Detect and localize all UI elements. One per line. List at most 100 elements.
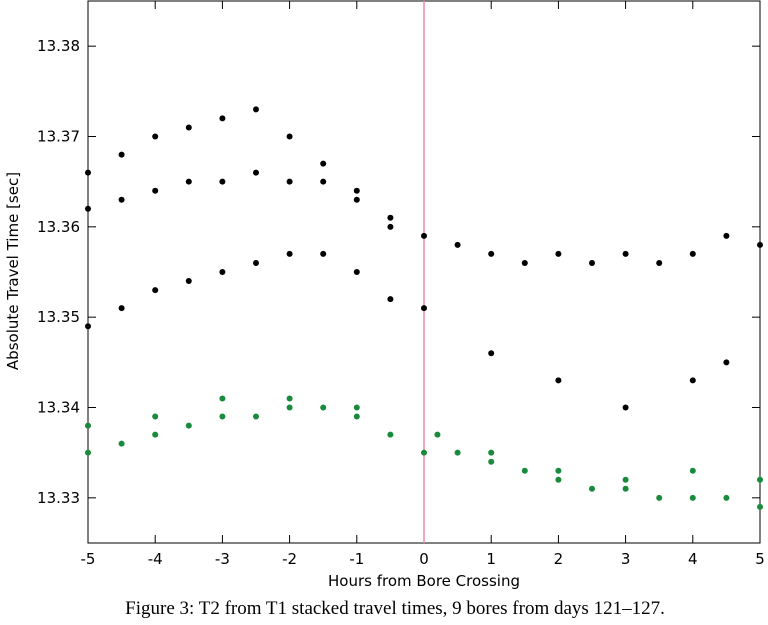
point	[521, 467, 528, 474]
point	[85, 422, 91, 429]
point	[421, 232, 427, 239]
x-tick-label: 5	[755, 550, 765, 568]
point	[622, 485, 629, 492]
point	[555, 377, 562, 384]
point	[152, 287, 159, 294]
point	[152, 187, 159, 194]
point	[454, 241, 461, 248]
point	[656, 494, 663, 501]
point	[286, 395, 293, 402]
point	[118, 151, 125, 158]
point	[387, 223, 394, 230]
point	[521, 259, 528, 266]
point	[253, 169, 259, 176]
point	[253, 413, 259, 420]
point	[488, 458, 495, 465]
y-tick-label: 13.34	[37, 399, 80, 417]
point	[589, 259, 595, 266]
point	[152, 413, 159, 420]
point	[253, 106, 259, 113]
point	[85, 169, 91, 176]
x-tick-label: 3	[621, 550, 631, 568]
point	[689, 250, 696, 257]
point	[555, 250, 562, 257]
x-tick-label: 1	[486, 550, 496, 568]
point	[689, 467, 696, 474]
point	[757, 476, 763, 483]
x-tick-label: -5	[81, 550, 96, 568]
point	[353, 187, 360, 194]
y-tick-label: 13.36	[37, 218, 80, 236]
point	[656, 259, 663, 266]
point	[219, 115, 226, 122]
point	[85, 323, 91, 330]
point	[118, 440, 125, 447]
point	[185, 422, 192, 429]
point	[555, 476, 562, 483]
y-tick-label: 13.38	[37, 37, 80, 55]
point	[723, 232, 730, 239]
point	[434, 431, 441, 438]
x-tick-label: -1	[349, 550, 364, 568]
point	[353, 269, 360, 275]
point	[286, 133, 293, 140]
point	[689, 377, 696, 384]
point	[185, 178, 192, 185]
point	[421, 449, 427, 456]
caption: Figure 3: T2 from T1 stacked travel time…	[125, 598, 665, 619]
point	[421, 305, 427, 312]
point	[488, 449, 495, 456]
point	[320, 250, 327, 257]
y-tick-label: 13.33	[37, 489, 80, 507]
point	[85, 205, 91, 212]
point	[118, 196, 125, 203]
point	[387, 214, 394, 221]
point	[622, 250, 629, 257]
point	[185, 124, 192, 131]
point	[152, 133, 159, 140]
point	[219, 178, 226, 185]
point	[555, 467, 562, 474]
point	[353, 196, 360, 203]
x-axis-label: Hours from Bore Crossing	[328, 572, 520, 590]
point	[622, 476, 629, 483]
y-tick-label: 13.35	[37, 308, 80, 326]
point	[454, 449, 461, 456]
point	[286, 178, 293, 185]
point	[353, 413, 360, 420]
point	[152, 431, 159, 438]
x-tick-label: 2	[554, 550, 564, 568]
y-axis-label: Absolute Travel Time [sec]	[4, 172, 22, 370]
point	[757, 241, 763, 248]
point	[353, 404, 360, 411]
point	[253, 259, 259, 266]
point	[488, 350, 495, 357]
point	[185, 278, 192, 285]
point	[387, 296, 394, 303]
x-tick-label: -4	[148, 550, 163, 568]
point	[622, 404, 629, 411]
point	[320, 160, 327, 167]
point	[219, 395, 226, 402]
x-tick-label: 0	[419, 550, 429, 568]
point	[320, 178, 327, 185]
point	[757, 503, 763, 510]
y-tick-label: 13.37	[37, 128, 80, 146]
point	[723, 494, 730, 501]
x-tick-label: -3	[215, 550, 230, 568]
point	[219, 413, 226, 420]
point	[387, 431, 394, 438]
point	[85, 449, 91, 456]
point	[589, 485, 595, 492]
point	[320, 404, 327, 411]
point	[723, 359, 730, 366]
point	[488, 250, 495, 257]
x-tick-label: -2	[282, 550, 297, 568]
x-tick-label: 4	[688, 550, 698, 568]
point	[219, 269, 226, 275]
point	[689, 494, 696, 501]
point	[286, 250, 293, 257]
point	[118, 305, 125, 312]
point	[286, 404, 293, 411]
